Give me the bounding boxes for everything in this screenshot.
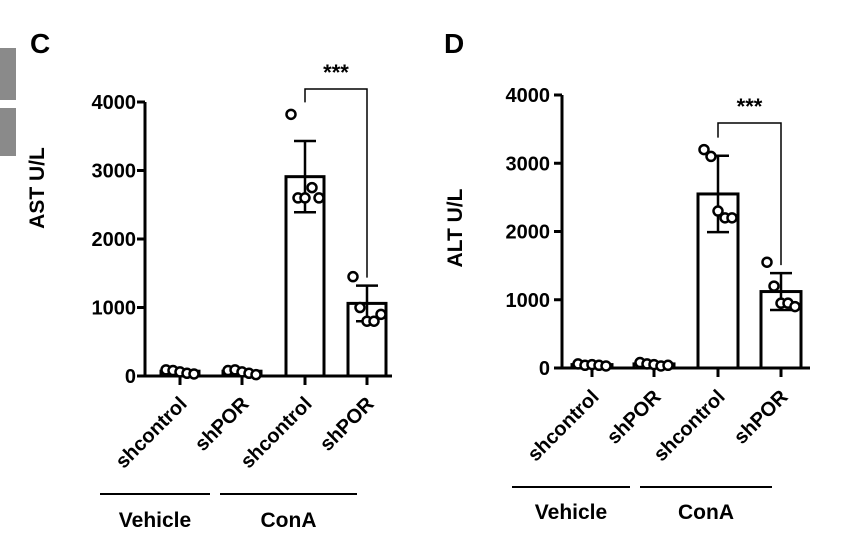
panel-c-data-point (313, 192, 325, 204)
panel-c-group-label: ConA (261, 509, 317, 532)
panel-d-y-tick-label: 0 (539, 358, 550, 380)
panel-d-data-point (698, 143, 710, 156)
panel-d-panel-label: D (444, 28, 464, 59)
panel-c-significance-bracket (304, 88, 368, 278)
panel-d-group-label: Vehicle (535, 501, 607, 524)
panel-d-data-point (761, 256, 773, 268)
panel-c-significance-stars: *** (323, 60, 349, 85)
panel-c-data-point (347, 270, 359, 283)
panel-d-significance-stars: *** (737, 94, 763, 119)
panel-c-data-point (375, 308, 387, 321)
panel-c-group-label: Vehicle (119, 509, 191, 532)
panel-d-data-point (662, 359, 674, 372)
panel-c-y-tick-label: 3000 (92, 161, 137, 183)
panel-d-data-point (712, 205, 724, 217)
panel-c-y-tick-label: 2000 (92, 229, 137, 251)
panel-d-x-tick-label: shcontrol (524, 386, 604, 466)
panel-d-y-tick-label: 1000 (506, 290, 551, 312)
panel-c-data-point (299, 192, 311, 204)
panel-d-group-label: ConA (678, 501, 734, 524)
panel-d-y-tick-label: 4000 (506, 85, 551, 107)
panel-d-y-axis-label: ALT U/L (444, 188, 467, 267)
panel-c-y-axis-label: AST U/L (26, 147, 49, 229)
panel-d-y-tick-label: 2000 (506, 222, 551, 244)
panel-c-data-point (306, 181, 318, 194)
panel-d-y-tick-label: 3000 (506, 153, 551, 175)
left-edge-block-bottom (0, 108, 16, 156)
panel-c-data-point (188, 368, 200, 380)
panel-c-panel-label: C (30, 28, 50, 59)
panel-d-significance-bracket (717, 122, 782, 266)
panel-d-data-point (789, 300, 801, 313)
panel-d-x-tick-label: shPOR (603, 386, 666, 449)
panel-c-y-tick-label: 0 (125, 366, 136, 388)
panel-c-x-tick-label: shPOR (191, 393, 254, 456)
left-edge-block-top (0, 48, 16, 100)
panel-c-y-tick-label: 1000 (92, 298, 137, 320)
panel-c-data-point (354, 301, 366, 314)
panel-c-data-point (250, 368, 262, 381)
panel-d-x-tick-label: shPOR (730, 386, 793, 449)
panel-d-data-point (768, 280, 780, 292)
panel-c-x-tick-label: shPOR (316, 393, 379, 456)
panel-c-data-point (285, 108, 297, 121)
panel-c-x-tick-label: shcontrol (112, 393, 192, 473)
panel-c-y-tick-label: 4000 (92, 92, 137, 114)
panel-d-data-point (726, 212, 738, 224)
panel-d-data-point (705, 150, 717, 163)
panel-c-data-point (368, 315, 380, 327)
panel-d-data-point (600, 360, 612, 372)
